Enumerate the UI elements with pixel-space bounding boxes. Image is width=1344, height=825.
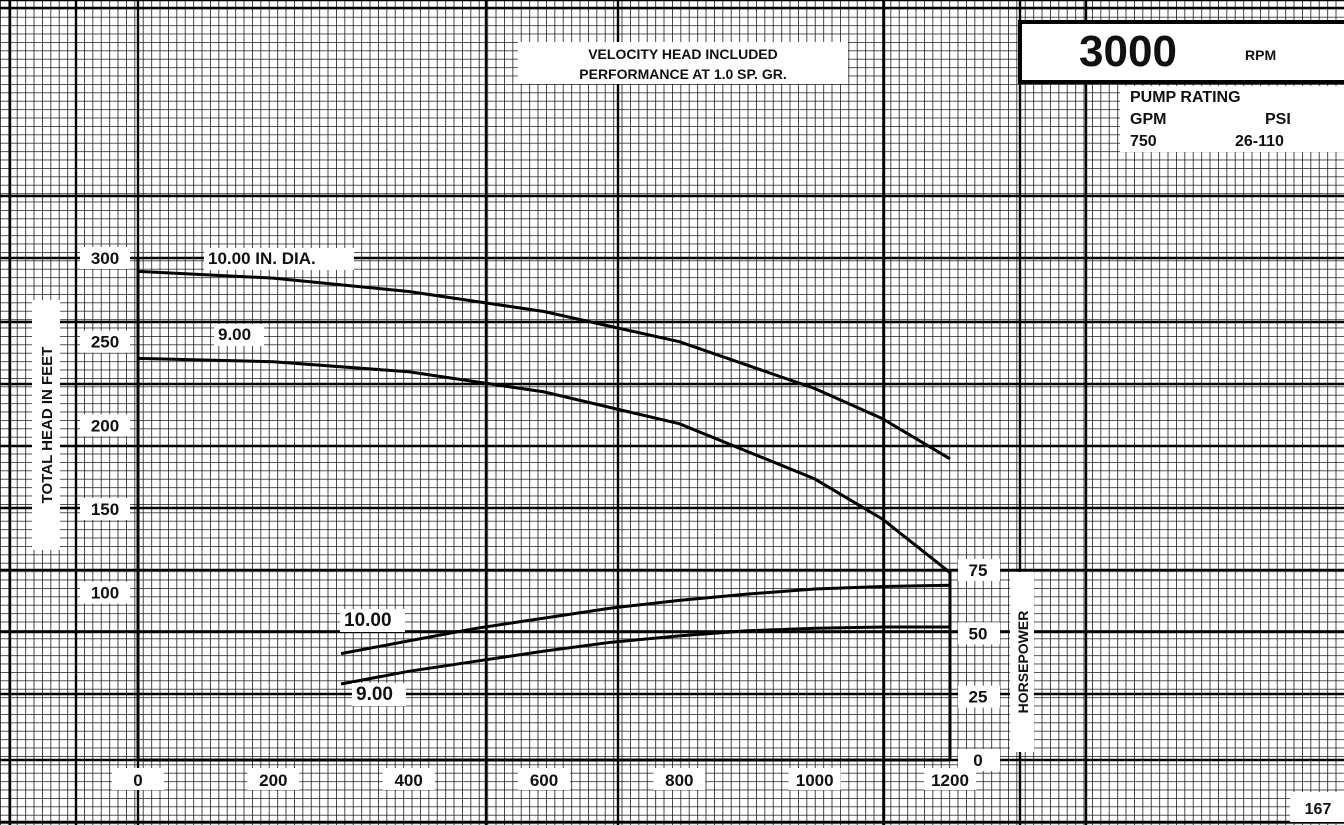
hp-y-tick-label: 75 <box>969 561 988 580</box>
head-y-tick-label: 300 <box>91 249 119 268</box>
head-y-tick-label-bg <box>80 330 130 353</box>
hp-y-tick-label: 50 <box>969 624 988 643</box>
rpm-box <box>1018 20 1344 84</box>
rpm-value: 3000 <box>1079 27 1177 76</box>
x-tick-label: 600 <box>530 771 558 790</box>
x-tick-label: 200 <box>259 771 287 790</box>
hp-axis-label: HORSEPOWER <box>1015 611 1031 714</box>
note-line-2: PERFORMANCE AT 1.0 SP. GR. <box>579 66 786 82</box>
head-y-tick-label-bg <box>80 581 130 604</box>
pump-rating-gpm-value: 750 <box>1130 133 1157 150</box>
pump-rating-psi-header: PSI <box>1265 111 1291 128</box>
x-tick-label-bg <box>653 768 706 790</box>
x-tick-label-bg <box>518 768 570 790</box>
horsepower-curve <box>340 583 951 656</box>
note-line-1: VELOCITY HEAD INCLUDED <box>588 46 778 62</box>
head-y-tick-label: 100 <box>91 584 119 603</box>
pump-rating-title: PUMP RATING <box>1130 89 1241 106</box>
head-y-tick-label-bg <box>80 414 130 437</box>
head-y-axis-label-bg <box>32 300 60 550</box>
head-curve <box>137 356 951 574</box>
head-y-tick-label-bg <box>80 498 130 520</box>
hp-y-tick-label-bg <box>958 559 1000 581</box>
hp-curve-label: 9.00 <box>356 684 393 705</box>
page-number-background <box>1290 792 1344 822</box>
pump-rating-psi-value: 26-110 <box>1235 133 1284 150</box>
hp-curve-label: 10.00 <box>344 610 392 631</box>
head-y-tick-label: 200 <box>91 416 119 435</box>
rpm-unit: RPM <box>1245 47 1276 63</box>
x-tick-label: 1000 <box>796 771 834 790</box>
hp-y-tick-label: 25 <box>969 688 988 707</box>
x-tick-label: 0 <box>133 771 142 790</box>
hp-y-tick-label-bg <box>958 749 1000 771</box>
head-y-tick-label: 250 <box>91 333 119 352</box>
horsepower-curve <box>340 625 950 686</box>
pump-rating-background <box>1120 86 1344 152</box>
horsepower-chart: 0 25 50 75 HORSEPOWER 10.00 9.00 <box>340 559 1034 771</box>
x-tick-label: 800 <box>665 771 693 790</box>
head-y-axis-label: TOTAL HEAD IN FEET <box>39 347 56 504</box>
hp-curve-label-bg <box>340 609 405 632</box>
hp-y-tick-label-bg <box>958 685 1000 708</box>
page-number: 167 <box>1305 801 1332 818</box>
x-tick-label-bg <box>382 768 435 790</box>
hp-y-tick-label-bg <box>958 622 1000 645</box>
head-chart: 0 200 400 600 800 1000 1200 100 150 200 250 300 TOTA… <box>32 247 976 790</box>
head-y-tick-label-bg <box>80 247 130 269</box>
head-curve <box>137 269 951 461</box>
head-curve-label-bg <box>214 324 264 346</box>
head-curve-label-bg <box>204 248 354 270</box>
x-tick-label-bg <box>112 768 164 790</box>
hp-axis-label-bg <box>1010 572 1034 752</box>
head-curve-label: 10.00 IN. DIA. <box>208 249 316 268</box>
head-curve-label: 9.00 <box>218 325 251 344</box>
note-background <box>518 42 848 84</box>
hp-y-tick-label: 0 <box>973 751 982 770</box>
x-tick-label-bg <box>924 768 976 790</box>
x-tick-label: 400 <box>394 771 422 790</box>
pump-rating-gpm-header: GPM <box>1130 111 1166 128</box>
x-tick-label-bg <box>788 768 841 790</box>
x-tick-label-bg <box>247 768 300 790</box>
x-tick-label: 1200 <box>931 771 969 790</box>
head-y-tick-label: 150 <box>91 500 119 519</box>
hp-curve-label-bg <box>352 683 406 706</box>
